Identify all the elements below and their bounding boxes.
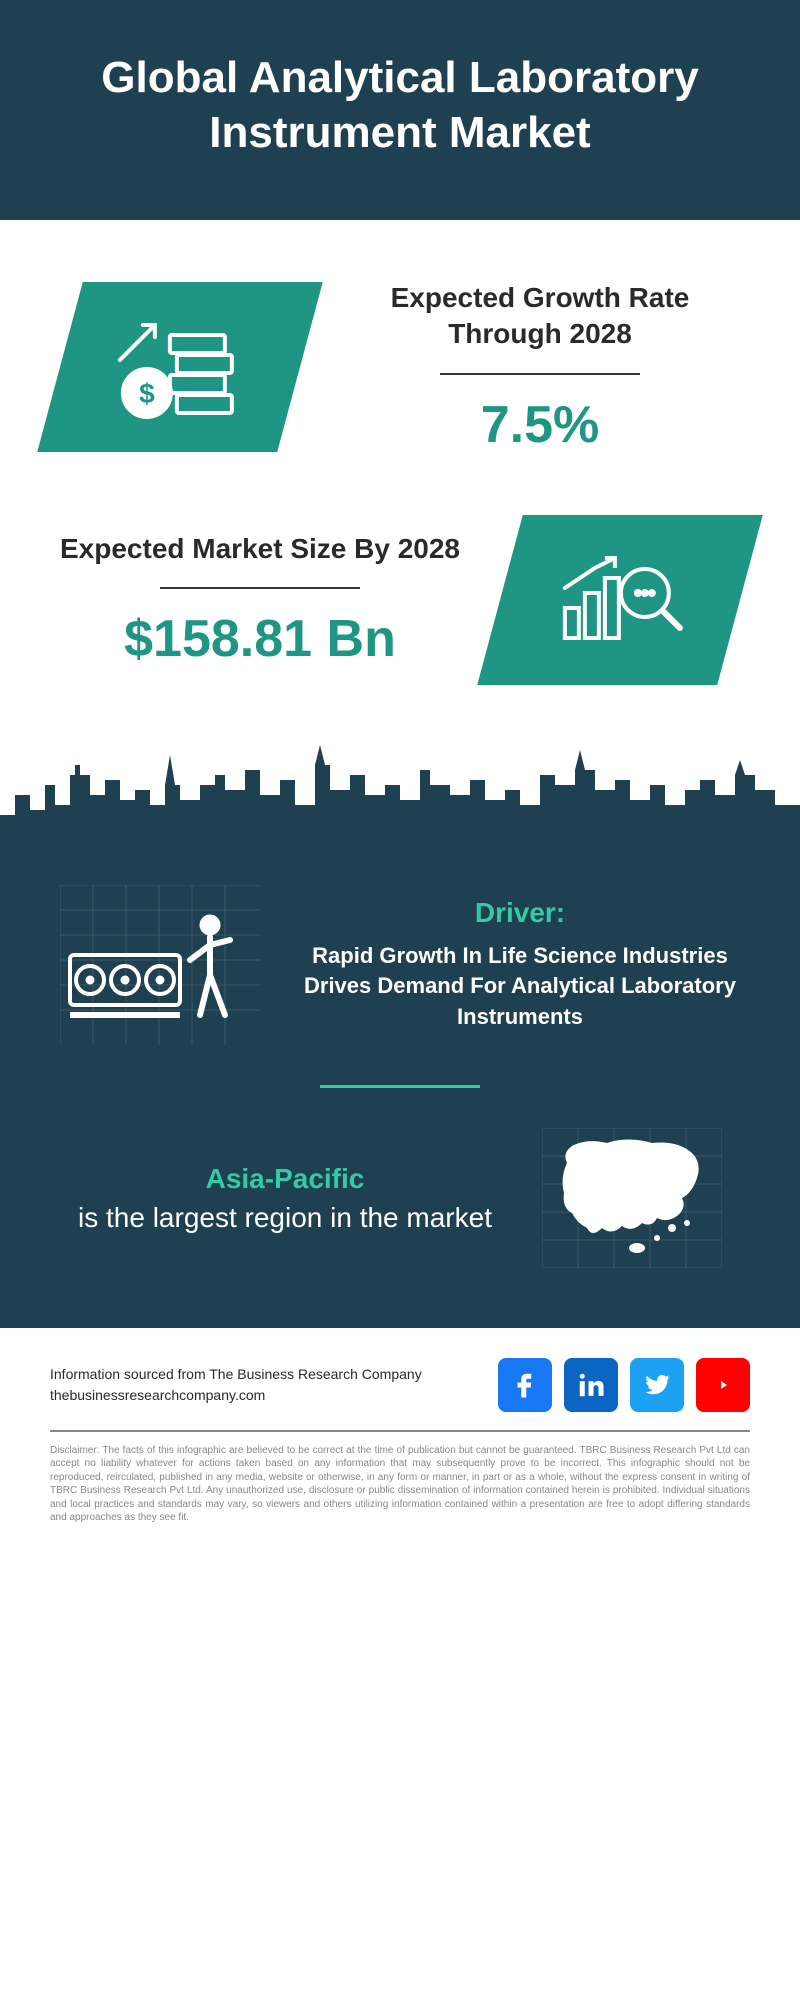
- divider: [160, 587, 360, 589]
- chart-magnify-icon: [545, 537, 695, 657]
- twitter-icon[interactable]: [630, 1358, 684, 1412]
- factory-worker-icon: [60, 885, 260, 1045]
- source-line-2: thebusinessresearchcompany.com: [50, 1387, 265, 1403]
- money-growth-icon: $: [105, 305, 255, 425]
- source-attribution: Information sourced from The Business Re…: [50, 1364, 422, 1406]
- growth-label: Expected Growth Rate Through 2028: [340, 280, 740, 353]
- driver-heading: Driver:: [300, 897, 740, 929]
- growth-icon-tile: $: [37, 282, 323, 452]
- youtube-icon[interactable]: [696, 1358, 750, 1412]
- source-line-1: Information sourced from The Business Re…: [50, 1366, 422, 1382]
- dark-info-section: Driver: Rapid Growth In Life Science Ind…: [0, 855, 800, 1328]
- asia-pacific-map-block: [542, 1128, 722, 1268]
- divider: [440, 373, 640, 375]
- growth-rate-section: $ Expected Growth Rate Through 2028 7.5%: [0, 220, 800, 485]
- svg-text:$: $: [139, 378, 155, 409]
- market-size-section: Expected Market Size By 2028 $158.81 Bn: [0, 485, 800, 735]
- teal-divider: [320, 1085, 480, 1088]
- industry-icon-block: [60, 885, 260, 1045]
- footer-top-row: Information sourced from The Business Re…: [50, 1358, 750, 1412]
- region-row: Asia-Pacific is the largest region in th…: [60, 1128, 740, 1268]
- driver-text-block: Driver: Rapid Growth In Life Science Ind…: [300, 897, 740, 1033]
- asia-map-icon: [542, 1128, 722, 1268]
- market-size-value: $158.81 Bn: [60, 609, 460, 669]
- growth-value: 7.5%: [340, 395, 740, 455]
- social-icons-row: [498, 1358, 750, 1412]
- market-size-label: Expected Market Size By 2028: [60, 531, 460, 567]
- market-size-stat-block: Expected Market Size By 2028 $158.81 Bn: [60, 531, 460, 669]
- disclaimer-text: Disclaimer: The facts of this infographi…: [50, 1444, 750, 1525]
- footer-rule: [50, 1430, 750, 1432]
- region-text-block: Asia-Pacific is the largest region in th…: [78, 1159, 492, 1237]
- skyline-silhouette-icon: [0, 735, 800, 855]
- region-description: is the largest region in the market: [78, 1202, 492, 1233]
- page-title: Global Analytical Laboratory Instrument …: [60, 50, 740, 160]
- region-name: Asia-Pacific: [206, 1163, 365, 1194]
- driver-row: Driver: Rapid Growth In Life Science Ind…: [60, 885, 740, 1045]
- driver-body: Rapid Growth In Life Science Industries …: [300, 941, 740, 1033]
- facebook-icon[interactable]: [498, 1358, 552, 1412]
- footer: Information sourced from The Business Re…: [0, 1328, 800, 1545]
- header-banner: Global Analytical Laboratory Instrument …: [0, 0, 800, 220]
- analysis-icon-tile: [477, 515, 763, 685]
- growth-stat-block: Expected Growth Rate Through 2028 7.5%: [340, 280, 740, 455]
- linkedin-icon[interactable]: [564, 1358, 618, 1412]
